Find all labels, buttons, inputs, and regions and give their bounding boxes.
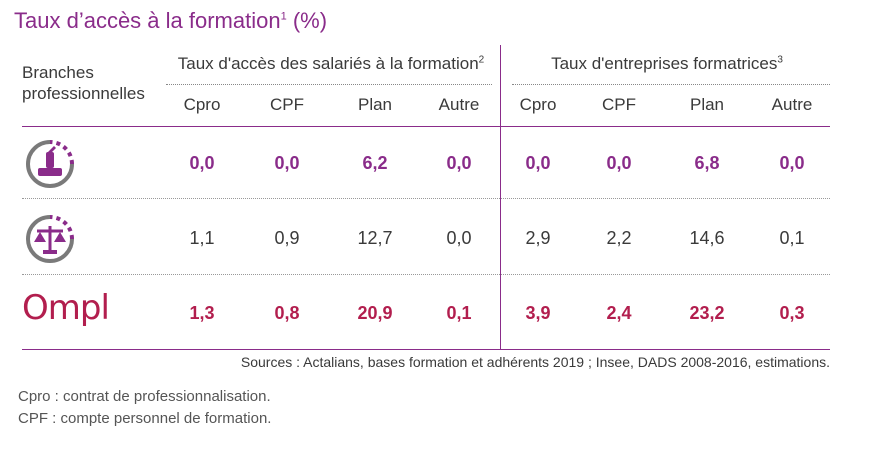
table-cell: 1,1 — [189, 228, 215, 248]
column-header: Autre — [438, 95, 480, 114]
table-cell: 0,0 — [525, 153, 551, 173]
table-cell: 6,8 — [694, 153, 720, 173]
table-cell: 6,2 — [362, 153, 388, 173]
table-cell: 2,9 — [525, 228, 551, 248]
row-divider — [22, 274, 830, 275]
table-cell: 0,9 — [274, 228, 300, 248]
column-header: Cpro — [183, 95, 221, 114]
table-cell: 3,9 — [525, 303, 551, 323]
group-header-entreprises: Taux d'entreprises formatrices3 — [551, 54, 783, 73]
header-rule — [22, 126, 830, 127]
table-cell: 12,7 — [357, 228, 393, 248]
column-header: CPF — [602, 95, 636, 114]
column-header: Plan — [357, 95, 393, 114]
table-cell: 0,8 — [274, 303, 300, 323]
table-cell: 20,9 — [357, 303, 393, 323]
justice-scale-branch-icon — [26, 215, 74, 263]
table-cell: 0,0 — [274, 153, 300, 173]
column-header: Plan — [689, 95, 725, 114]
footnote: Cpro : contrat de professionnalisation. — [18, 388, 271, 405]
table-cell: 0,1 — [779, 228, 805, 248]
table-title: Taux d’accès à la formation1 (%) — [14, 8, 328, 33]
table-cell: 0,0 — [779, 153, 805, 173]
table-cell: 0,1 — [446, 303, 472, 323]
group-underline — [512, 84, 830, 85]
branches-header: Branches professionnelles — [22, 63, 145, 103]
table-bottom-rule — [22, 349, 830, 350]
table-cell: 23,2 — [689, 303, 725, 323]
table-cell: 2,2 — [606, 228, 632, 248]
table-cell: 0,3 — [779, 303, 805, 323]
group-underline — [166, 84, 492, 85]
footnote: CPF : compte personnel de formation. — [18, 410, 272, 427]
table-cell: 0,0 — [446, 153, 472, 173]
row-divider — [22, 198, 830, 199]
table-cell: 1,3 — [189, 303, 215, 323]
column-header: Autre — [771, 95, 813, 114]
group-header-salaries: Taux d'accès des salariés à la formation… — [177, 54, 485, 73]
table-cell: 0,0 — [606, 153, 632, 173]
column-header: CPF — [270, 95, 304, 114]
table-cell: 2,4 — [606, 303, 632, 323]
ompl-logo: Ompl — [22, 288, 110, 328]
table-cell: 0,0 — [189, 153, 215, 173]
cosmetics-branch-icon — [26, 140, 74, 188]
column-header: Cpro — [519, 95, 557, 114]
table-cell: 14,6 — [689, 228, 725, 248]
group-separator — [500, 45, 501, 350]
table-cell: 0,0 — [446, 228, 472, 248]
sources-note: Sources : Actalians, bases formation et … — [240, 354, 830, 370]
